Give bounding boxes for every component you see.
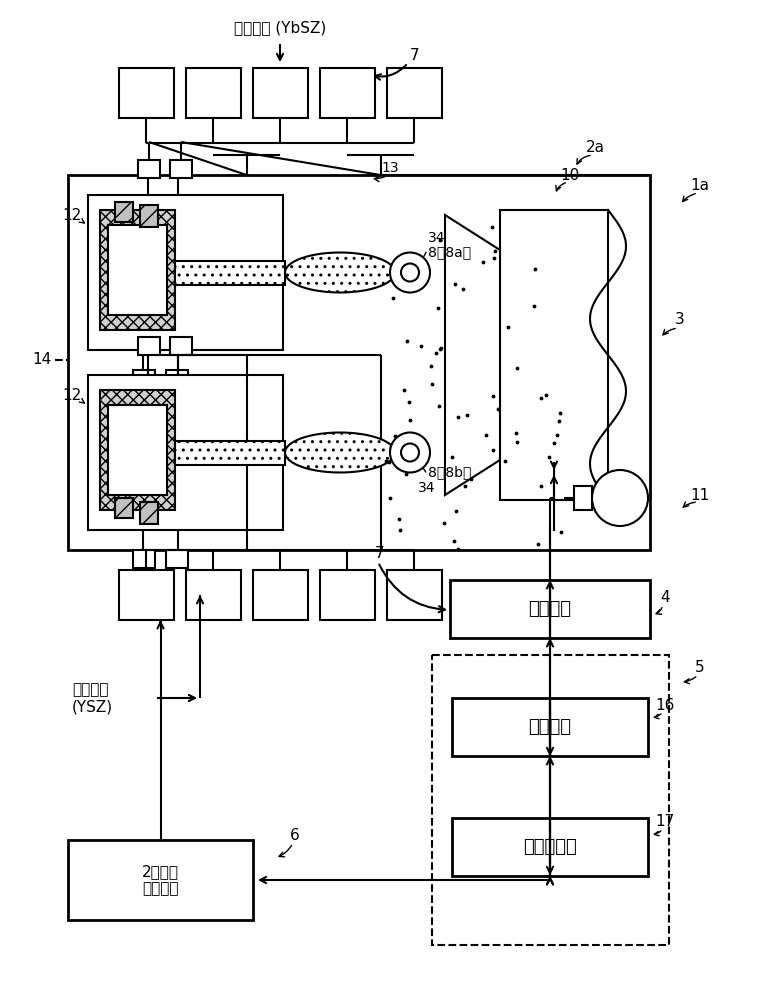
Text: 原料粉末: 原料粉末 <box>72 682 108 698</box>
Bar <box>500 210 608 500</box>
Bar <box>68 840 253 920</box>
Circle shape <box>390 432 430 473</box>
Bar <box>118 570 173 620</box>
Bar <box>138 337 160 355</box>
Bar <box>140 502 158 524</box>
Bar <box>100 210 175 330</box>
Text: 34: 34 <box>428 231 446 244</box>
Bar <box>170 160 192 178</box>
Bar <box>574 486 592 510</box>
Bar <box>118 68 173 118</box>
Text: 10: 10 <box>561 167 580 182</box>
Bar <box>100 390 175 510</box>
Bar <box>450 580 650 638</box>
Bar <box>452 818 648 876</box>
Text: 14: 14 <box>32 353 51 367</box>
Circle shape <box>401 444 419 462</box>
Text: 造粒装置: 造粒装置 <box>528 718 571 736</box>
Text: 13: 13 <box>381 161 399 175</box>
Polygon shape <box>445 215 500 495</box>
Bar <box>88 195 283 350</box>
Bar <box>166 550 188 568</box>
Text: (YSZ): (YSZ) <box>72 700 113 714</box>
Bar <box>133 550 155 568</box>
Text: 8（8a）: 8（8a） <box>428 245 471 259</box>
Text: 7: 7 <box>410 47 420 62</box>
Polygon shape <box>285 433 395 472</box>
Polygon shape <box>285 253 395 292</box>
Text: 2a: 2a <box>585 140 604 155</box>
Bar <box>138 160 160 178</box>
Bar <box>170 337 192 355</box>
Text: 7: 7 <box>375 546 385 560</box>
Bar <box>452 698 648 756</box>
Bar <box>175 440 285 464</box>
Bar <box>252 570 308 620</box>
Text: 粉碎装置: 粉碎装置 <box>528 600 571 618</box>
Text: 17: 17 <box>655 814 675 830</box>
Bar <box>186 68 241 118</box>
Text: 原料粉末 (YbSZ): 原料粉末 (YbSZ) <box>234 20 326 35</box>
Text: 8（8b）: 8（8b） <box>428 466 472 480</box>
Text: 1a: 1a <box>690 178 709 192</box>
Circle shape <box>401 263 419 282</box>
Bar <box>186 570 241 620</box>
Text: 热处理装置: 热处理装置 <box>523 838 577 856</box>
Text: 16: 16 <box>655 698 675 712</box>
Text: 6: 6 <box>290 828 300 842</box>
Text: 2次粒子
分级装置: 2次粒子 分级装置 <box>142 864 179 896</box>
Circle shape <box>390 252 430 292</box>
Bar <box>320 570 374 620</box>
Bar <box>115 498 133 518</box>
Bar <box>88 375 283 530</box>
Bar <box>108 225 167 315</box>
Bar <box>387 68 442 118</box>
Bar <box>133 370 155 388</box>
Text: 11: 11 <box>690 488 709 502</box>
Bar <box>252 68 308 118</box>
Bar <box>68 175 650 550</box>
Text: 3: 3 <box>675 312 685 328</box>
Bar <box>140 205 158 227</box>
Text: 5: 5 <box>695 660 705 676</box>
Bar <box>166 370 188 388</box>
Text: 12: 12 <box>63 208 82 223</box>
Circle shape <box>592 470 648 526</box>
Bar <box>108 405 167 495</box>
Bar <box>320 68 374 118</box>
Bar <box>387 570 442 620</box>
Text: 4: 4 <box>660 590 670 605</box>
Text: 12: 12 <box>63 387 82 402</box>
Bar <box>175 260 285 284</box>
Bar <box>115 202 133 222</box>
Text: 34: 34 <box>418 481 436 494</box>
Bar <box>432 655 669 945</box>
